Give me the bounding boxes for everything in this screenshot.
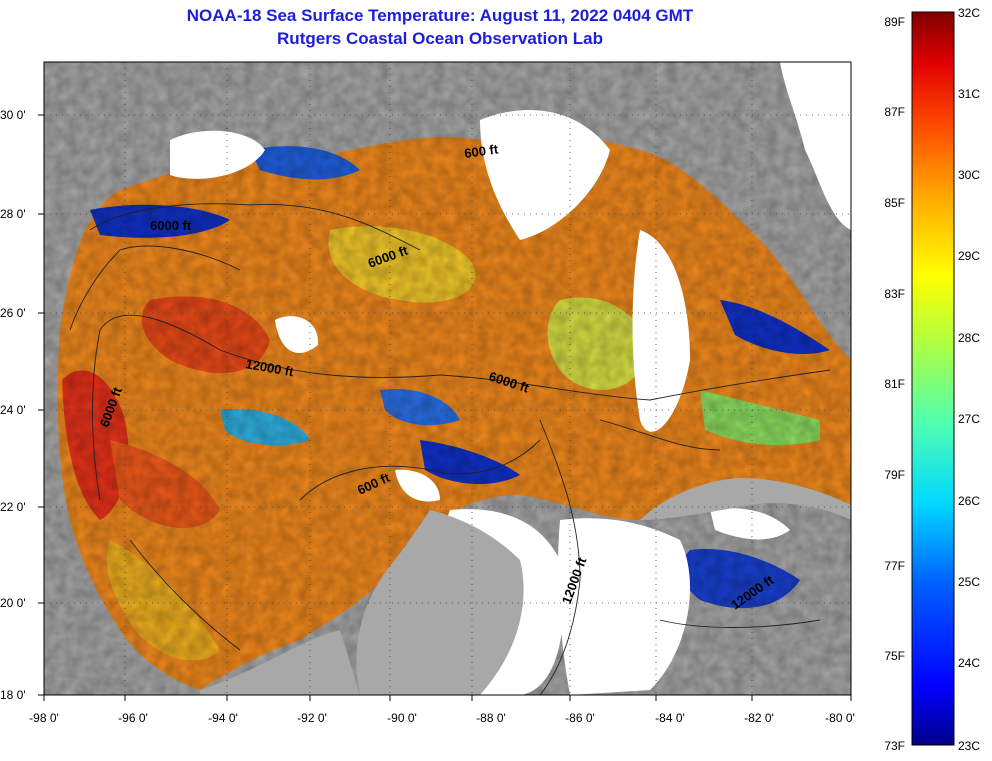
lon-label: -90 0' <box>387 711 417 725</box>
cb-c-label: 31C <box>958 87 980 101</box>
lat-label: 30 0' <box>0 108 26 122</box>
lon-label: -86 0' <box>565 711 595 725</box>
land-mexico-south <box>200 630 360 695</box>
longitude-labels: -98 0' -96 0' -94 0' -92 0' -90 0' -88 0… <box>29 711 855 725</box>
colorbar-gradient <box>911 11 955 746</box>
cb-c-label: 23C <box>958 739 980 753</box>
lon-label: -82 0' <box>744 711 774 725</box>
lon-label: -94 0' <box>208 711 238 725</box>
cb-f-label: 89F <box>884 15 905 29</box>
lon-label: -80 0' <box>825 711 855 725</box>
graticule <box>44 62 851 695</box>
map-frame <box>43 61 852 696</box>
latitude-labels: 30 0' 28 0' 26 0' 24 0' 22 0' 20 0' 18 0… <box>0 108 26 702</box>
axis-ticks <box>38 114 852 701</box>
lon-label: -92 0' <box>297 711 327 725</box>
lon-label: -88 0' <box>476 711 506 725</box>
lon-label: -84 0' <box>655 711 685 725</box>
cb-c-label: 30C <box>958 168 980 182</box>
contour-label-6000ft-nw: 6000 ft <box>150 218 192 233</box>
cb-c-label: 26C <box>958 494 980 508</box>
bathymetry-contours <box>69 203 831 695</box>
colorbar: 89F 87F 85F 83F 81F 79F 77F 75F 73F 32C … <box>884 6 980 753</box>
cb-f-label: 75F <box>884 649 905 663</box>
map-title: NOAA-18 Sea Surface Temperature: August … <box>186 6 694 25</box>
colorbar-celsius-labels: 32C 31C 30C 29C 28C 27C 26C 25C 24C 23C <box>958 6 980 753</box>
map-area: 6000 ft 600 ft 6000 ft 12000 ft 6000 ft … <box>44 62 851 695</box>
cb-c-label: 32C <box>958 6 980 20</box>
cb-f-label: 87F <box>884 105 905 119</box>
lon-label: -96 0' <box>118 711 148 725</box>
lat-label: 24 0' <box>0 403 26 417</box>
cb-f-label: 77F <box>884 559 905 573</box>
lat-label: 20 0' <box>0 596 26 610</box>
cb-c-label: 24C <box>958 656 980 670</box>
cb-c-label: 25C <box>958 575 980 589</box>
cb-f-label: 73F <box>884 739 905 753</box>
cb-f-label: 79F <box>884 468 905 482</box>
land-yucatan <box>356 510 524 695</box>
cloud-mask <box>170 130 265 179</box>
colorbar-fahrenheit-labels: 89F 87F 85F 83F 81F 79F 77F 75F 73F <box>884 15 905 753</box>
lon-label: -98 0' <box>29 711 59 725</box>
cb-f-label: 81F <box>884 377 905 391</box>
map-subtitle: Rutgers Coastal Ocean Observation Lab <box>277 29 603 48</box>
lat-label: 26 0' <box>0 306 26 320</box>
lat-label: 18 0' <box>0 688 26 702</box>
cb-c-label: 28C <box>958 331 980 345</box>
cb-c-label: 27C <box>958 412 980 426</box>
cb-f-label: 83F <box>884 287 905 301</box>
land-cuba <box>640 478 851 520</box>
lat-label: 28 0' <box>0 207 26 221</box>
contour-label-600ft-n: 600 ft <box>463 141 499 161</box>
cb-c-label: 29C <box>958 249 980 263</box>
lat-label: 22 0' <box>0 500 26 514</box>
cb-f-label: 85F <box>884 196 905 210</box>
